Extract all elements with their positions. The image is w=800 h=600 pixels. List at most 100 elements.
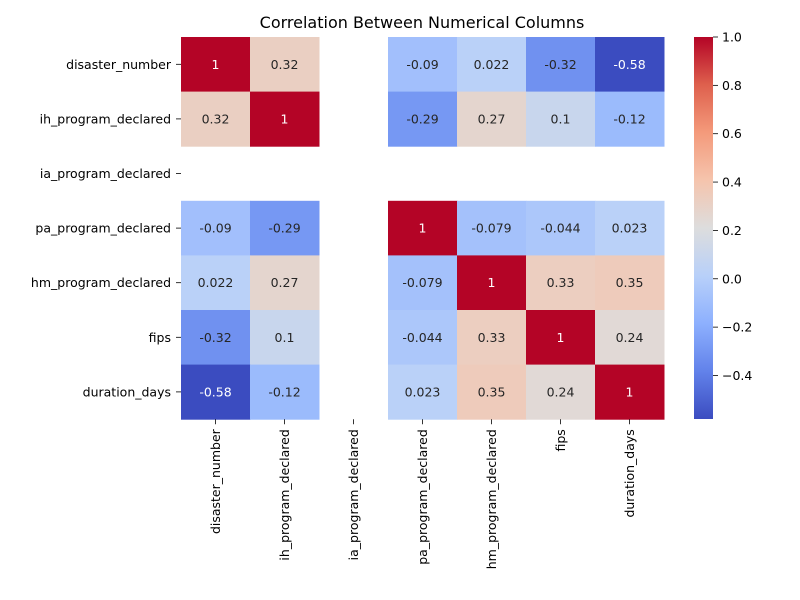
colorbar-tick-label: 0.2 <box>722 223 742 238</box>
heatmap-cell <box>457 255 527 311</box>
x-tick-label: ia_program_declared <box>346 429 361 560</box>
cell-value-label: -0.29 <box>268 221 300 236</box>
x-tick-label: hm_program_declared <box>484 429 499 569</box>
heatmap-cell <box>388 364 458 420</box>
colorbar-tick-label: 0.8 <box>722 78 742 93</box>
heatmap-cell <box>388 91 458 147</box>
cell-value-label: 0.35 <box>478 384 506 399</box>
y-axis: disaster_number ih_program_declared ia_pro… <box>31 57 181 399</box>
heatmap-cell <box>595 37 665 93</box>
cell-value-label: 0.022 <box>474 57 510 72</box>
heatmap-cell <box>181 37 251 93</box>
cell-value-label: -0.58 <box>613 57 645 72</box>
cell-value-label: 0.33 <box>547 275 575 290</box>
x-tick-label: duration_days <box>622 429 637 517</box>
heatmap-cell <box>526 200 596 256</box>
heatmap-cell <box>250 364 320 420</box>
cell-value-label: 1 <box>626 384 634 399</box>
cell-value-label: 0.33 <box>478 330 506 345</box>
heatmap-cell-labels: 1 0.32 -0.09 0.022 -0.32 -0.58 0.32 1 -0.29 0.27 0… <box>198 57 648 400</box>
colorbar-gradient <box>694 37 713 419</box>
cell-value-label: -0.12 <box>268 384 300 399</box>
x-tick-label: fips <box>553 429 568 451</box>
cell-value-label: -0.09 <box>406 57 438 72</box>
y-tick-label: hm_program_declared <box>31 275 171 290</box>
y-tick-label: duration_days <box>83 384 171 399</box>
heatmap-cell <box>181 310 251 366</box>
cell-value-label: 1 <box>281 111 289 126</box>
heatmap-cell <box>457 310 527 366</box>
chart-title: Correlation Between Numerical Columns <box>260 13 585 32</box>
cell-value-label: -0.044 <box>402 330 442 345</box>
heatmap-cell <box>595 255 665 311</box>
y-tick-label: pa_program_declared <box>35 221 171 236</box>
cell-value-label: 0.32 <box>271 57 299 72</box>
colorbar-tick-label: −0.4 <box>722 368 752 383</box>
heatmap-cell <box>250 91 320 147</box>
cell-value-label: -0.079 <box>471 221 511 236</box>
cell-value-label: 1 <box>488 275 496 290</box>
heatmap-cell <box>457 364 527 420</box>
y-tick-label: ia_program_declared <box>40 166 171 181</box>
cell-value-label: 0.1 <box>275 330 295 345</box>
cell-value-label: -0.32 <box>544 57 576 72</box>
colorbar-tick-label: −0.2 <box>722 320 752 335</box>
heatmap-cell <box>388 255 458 311</box>
heatmap-cell <box>595 200 665 256</box>
x-axis: disaster_number ih_program_declared ia_pro… <box>208 419 637 569</box>
heatmap-cell <box>457 37 527 93</box>
heatmap-cell <box>457 200 527 256</box>
colorbar-tick-label: 0.6 <box>722 126 742 141</box>
colorbar-tick-label: 0.4 <box>722 175 742 190</box>
heatmap-cell <box>181 255 251 311</box>
colorbar-tick-label: 0.0 <box>722 271 742 286</box>
heatmap-cell <box>526 364 596 420</box>
y-tick-label: disaster_number <box>66 57 172 72</box>
cell-value-label: -0.58 <box>199 384 231 399</box>
cell-value-label: -0.044 <box>540 221 580 236</box>
cell-value-label: 1 <box>419 221 427 236</box>
heatmap-cell <box>388 37 458 93</box>
cell-value-label: 0.27 <box>271 275 299 290</box>
heatmap-cell <box>388 310 458 366</box>
heatmap-cell <box>526 91 596 147</box>
x-tick-label: disaster_number <box>208 428 223 534</box>
heatmap-cell <box>526 310 596 366</box>
cell-value-label: 0.35 <box>616 275 644 290</box>
heatmap-cell <box>250 310 320 366</box>
cell-value-label: 0.27 <box>478 111 506 126</box>
x-tick-label: ih_program_declared <box>277 429 292 560</box>
cell-value-label: 0.24 <box>547 384 575 399</box>
heatmap-cell <box>595 91 665 147</box>
heatmap-cell <box>595 310 665 366</box>
colorbar-tick-label: 1.0 <box>722 30 742 45</box>
heatmap-cell <box>388 200 458 256</box>
heatmap-cell <box>526 37 596 93</box>
cell-value-label: -0.32 <box>199 330 231 345</box>
cell-value-label: 0.023 <box>405 384 441 399</box>
cell-value-label: 0.023 <box>612 221 648 236</box>
heatmap-cells <box>181 37 665 420</box>
cell-value-label: -0.29 <box>406 111 438 126</box>
heatmap-cell <box>181 200 251 256</box>
cell-value-label: 0.1 <box>551 111 571 126</box>
heatmap-cell <box>526 255 596 311</box>
cell-value-label: 0.022 <box>198 275 234 290</box>
y-tick-label: fips <box>149 330 171 345</box>
heatmap-cell <box>595 364 665 420</box>
heatmap-cell <box>181 91 251 147</box>
heatmap-cell <box>250 200 320 256</box>
cell-value-label: 0.24 <box>616 330 644 345</box>
heatmap-cell <box>250 37 320 93</box>
cell-value-label: -0.12 <box>613 111 645 126</box>
cell-value-label: 1 <box>557 330 565 345</box>
cell-value-label: -0.079 <box>402 275 442 290</box>
x-tick-label: pa_program_declared <box>415 429 430 565</box>
colorbar: 1.0 0.8 0.6 0.4 0.2 0.0 −0.2 −0.4 <box>694 30 752 419</box>
cell-value-label: 0.32 <box>202 111 230 126</box>
cell-value-label: 1 <box>212 57 220 72</box>
heatmap-cell <box>250 255 320 311</box>
cell-value-label: -0.09 <box>199 221 231 236</box>
